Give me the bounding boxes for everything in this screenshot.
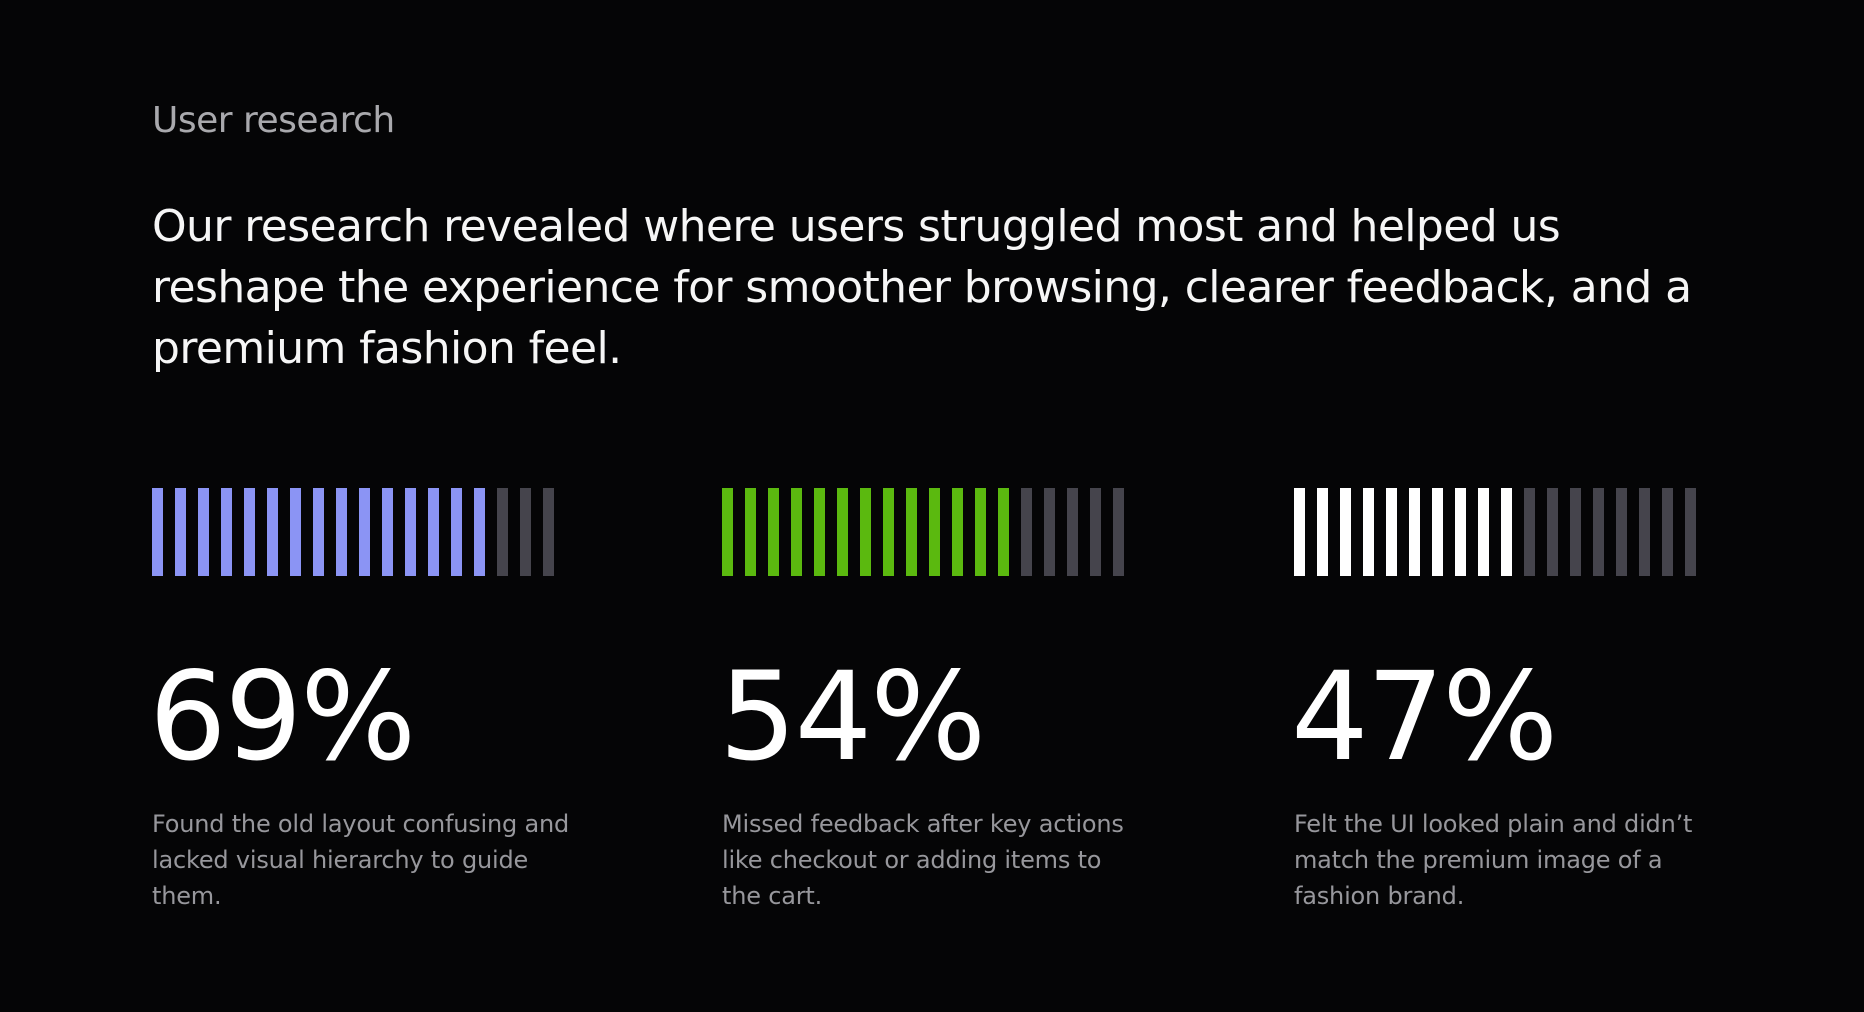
stat-description-2: Missed feedback after key actions like c…: [722, 810, 1124, 910]
progress-segment-filled: [1478, 488, 1489, 576]
progress-segment-filled: [883, 488, 894, 576]
section-label: User research: [152, 100, 395, 141]
progress-segment-filled: [768, 488, 779, 576]
progress-segment-filled: [152, 488, 163, 576]
stat-card-2: 54% Missed feedback after key actions li…: [719, 488, 1142, 910]
stat-bars-1: [152, 488, 572, 576]
progress-segment-filled: [1294, 488, 1305, 576]
headline: Our research revealed where users strugg…: [152, 201, 1692, 374]
progress-segment-filled: [1409, 488, 1420, 576]
progress-segment-empty: [1113, 488, 1124, 576]
progress-segment-filled: [405, 488, 416, 576]
progress-segment-filled: [1432, 488, 1443, 576]
progress-segment-filled: [860, 488, 871, 576]
progress-segment-filled: [267, 488, 278, 576]
progress-segment-filled: [906, 488, 917, 576]
progress-segment-filled: [975, 488, 986, 576]
progress-segment-empty: [1639, 488, 1650, 576]
progress-segment-filled: [1317, 488, 1328, 576]
stat-value-1: 69%: [149, 646, 416, 788]
progress-segment-empty: [1524, 488, 1535, 576]
progress-segment-filled: [1363, 488, 1374, 576]
progress-segment-filled: [359, 488, 370, 576]
progress-segment-filled: [313, 488, 324, 576]
progress-segment-filled: [428, 488, 439, 576]
progress-segment-empty: [1547, 488, 1558, 576]
progress-segment-filled: [1386, 488, 1397, 576]
stat-card-1: 69% Found the old layout confusing and l…: [149, 488, 572, 910]
progress-segment-filled: [998, 488, 1009, 576]
progress-segment-empty: [1090, 488, 1101, 576]
progress-segment-filled: [336, 488, 347, 576]
progress-segment-filled: [1340, 488, 1351, 576]
progress-segment-filled: [1455, 488, 1466, 576]
progress-segment-filled: [814, 488, 825, 576]
progress-segment-filled: [290, 488, 301, 576]
progress-segment-empty: [1662, 488, 1673, 576]
progress-segment-filled: [382, 488, 393, 576]
stat-value-3: 47%: [1291, 646, 1558, 788]
stat-description-3: Felt the UI looked plain and didn’t matc…: [1294, 810, 1693, 910]
progress-segment-filled: [722, 488, 733, 576]
progress-segment-filled: [474, 488, 485, 576]
progress-segment-empty: [497, 488, 508, 576]
stat-bars-2: [722, 488, 1142, 576]
progress-segment-empty: [1044, 488, 1055, 576]
progress-segment-empty: [1067, 488, 1078, 576]
progress-segment-filled: [1501, 488, 1512, 576]
progress-segment-empty: [520, 488, 531, 576]
progress-segment-filled: [451, 488, 462, 576]
stat-bars-3: [1294, 488, 1714, 576]
progress-segment-filled: [745, 488, 756, 576]
progress-segment-filled: [221, 488, 232, 576]
progress-segment-filled: [175, 488, 186, 576]
progress-segment-filled: [244, 488, 255, 576]
stat-description-1: Found the old layout confusing and lacke…: [152, 810, 570, 910]
progress-segment-filled: [929, 488, 940, 576]
progress-segment-empty: [1021, 488, 1032, 576]
progress-segment-filled: [837, 488, 848, 576]
progress-segment-filled: [952, 488, 963, 576]
stat-value-2: 54%: [719, 646, 986, 788]
progress-segment-empty: [1616, 488, 1627, 576]
stat-card-3: 47% Felt the UI looked plain and didn’t …: [1291, 488, 1714, 910]
progress-segment-empty: [1593, 488, 1604, 576]
progress-segment-filled: [198, 488, 209, 576]
progress-segment-empty: [1685, 488, 1696, 576]
progress-segment-empty: [1570, 488, 1581, 576]
progress-segment-empty: [543, 488, 554, 576]
progress-segment-filled: [791, 488, 802, 576]
